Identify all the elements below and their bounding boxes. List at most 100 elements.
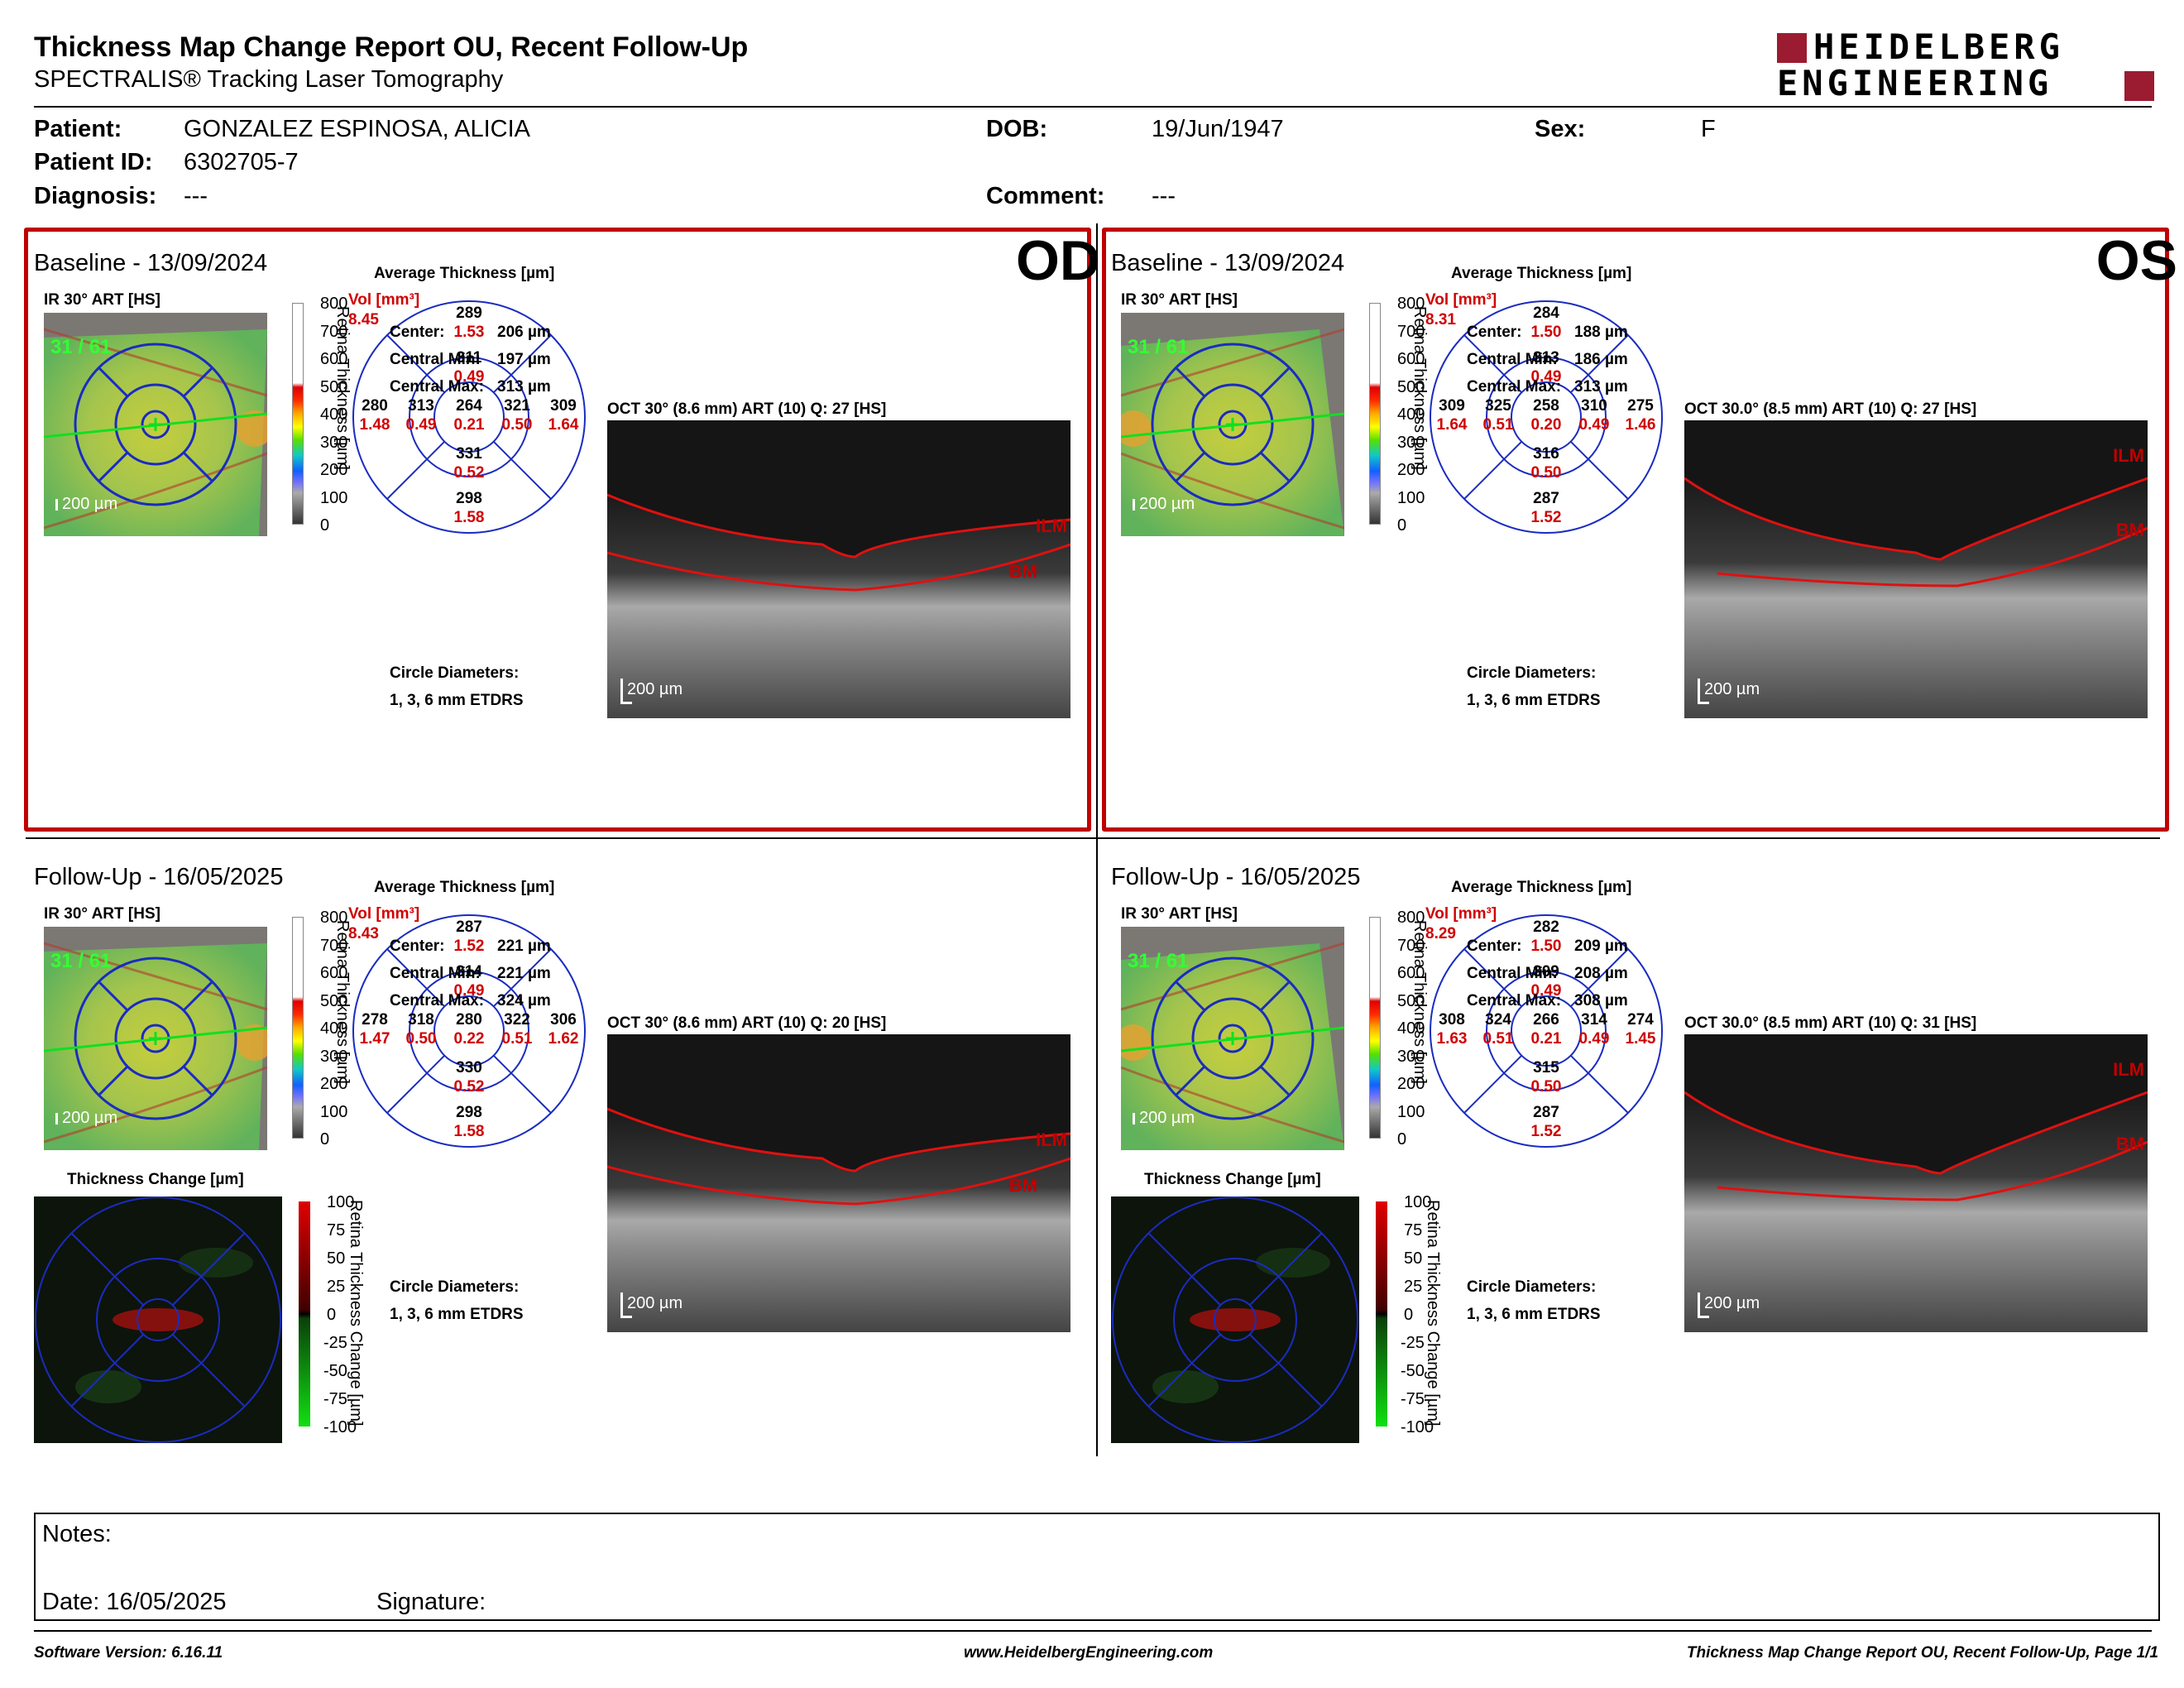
scale-axis-label: Retina Thickness [µm] — [1410, 306, 1429, 470]
oct-scale-bar — [620, 679, 623, 703]
etdrs-nasal-inner-thickness: 310 — [1581, 397, 1607, 415]
etdrs-grid — [1427, 298, 1665, 536]
etdrs-center-volume: 0.20 — [1530, 416, 1562, 434]
scale-tick-label: 700 — [1397, 936, 1425, 955]
stat-value: 197 µm — [497, 351, 551, 368]
change-tick-label: 100 — [327, 1193, 355, 1211]
os-baseline-frame — [1102, 228, 2169, 832]
thickness-color-scale: 800 700 600 500 400 300 200 100 0 Retina Thicknes… — [292, 295, 408, 535]
avg-thickness-label: Average Thickness [µm] — [1451, 879, 1632, 896]
etdrs-temporal-outer-volume: 1.48 — [359, 416, 390, 434]
patient-name: GONZALEZ ESPINOSA, ALICIA — [184, 116, 531, 142]
etdrs-center-thickness: 258 — [1533, 397, 1559, 415]
change-tick-label: -25 — [323, 1334, 347, 1352]
report-title: Thickness Map Change Report OU, Recent F… — [34, 31, 749, 63]
change-tick-label: 0 — [1404, 1306, 1414, 1324]
change-tick-label: 25 — [1404, 1278, 1423, 1296]
etdrs-superior-outer-volume: 1.53 — [453, 324, 485, 341]
etdrs-center-volume: 0.21 — [453, 416, 485, 434]
date-label: Date: 16/05/2025 — [42, 1589, 227, 1615]
etdrs-inferior-outer-thickness: 298 — [456, 490, 482, 507]
oct-scale-bar — [1698, 1292, 1700, 1317]
notes-label: Notes: — [42, 1521, 112, 1547]
oct-scale-bar — [1698, 679, 1700, 703]
etdrs-temporal-outer-volume: 1.47 — [359, 1030, 390, 1048]
oct-scale-bar-foot — [620, 1316, 632, 1318]
change-tick-label: 0 — [327, 1306, 337, 1324]
notes-box: Notes: Date: 16/05/2025 Signature: — [34, 1513, 2160, 1621]
etdrs-nasal-inner-thickness: 314 — [1581, 1011, 1607, 1029]
scale-bar-label: 200 µm — [1139, 495, 1195, 513]
change-color-bar — [299, 1201, 310, 1427]
stat-value: 313 µm — [497, 378, 551, 396]
color-bar — [292, 917, 304, 1139]
circle-diameters-label: Circle Diameters: — [1467, 1278, 1597, 1296]
od-baseline-frame — [24, 228, 1091, 832]
color-bar — [1369, 303, 1381, 525]
scale-tick-label: 0 — [1397, 1130, 1407, 1149]
etdrs-temporal-inner-volume: 0.49 — [405, 416, 437, 434]
circle-diameters-value: 1, 3, 6 mm ETDRS — [1467, 1306, 1601, 1323]
etdrs-superior-inner-volume: 0.49 — [453, 982, 485, 1000]
section-title: Baseline - 13/09/2024 — [1111, 250, 1345, 276]
vol-value: 8.45 — [348, 311, 379, 328]
heidelberg-logo: HEIDELBERG ENGINEERING — [1777, 28, 2158, 104]
dob-value: 19/Jun/1947 — [1152, 116, 1284, 142]
vol-label: Vol [mm³] — [348, 291, 420, 309]
change-color-bar — [1376, 1201, 1387, 1427]
scale-tick-label: 300 — [1397, 433, 1425, 452]
fundus-image: 31 / 61 200 µm — [1121, 927, 1344, 1150]
comment-label: Comment: — [986, 183, 1105, 209]
scale-tick-label: 200 — [320, 461, 348, 479]
bm-label: BM — [1008, 561, 1037, 582]
thickness-color-scale: 800 700 600 500 400 300 200 100 0 Retina Thicknes… — [1369, 295, 1485, 535]
scale-tick-label: 800 — [1397, 295, 1425, 313]
scale-axis-label: Retina Thickness [µm] — [333, 306, 352, 470]
avg-thickness-label: Average Thickness [µm] — [374, 879, 555, 896]
oct-label: OCT 30° (8.6 mm) ART (10) Q: 27 [HS] — [607, 400, 887, 418]
circle-diameters-label: Circle Diameters: — [390, 664, 520, 682]
oct-scale-label: 200 µm — [1704, 1294, 1760, 1312]
thickness-change-map — [1111, 1196, 1359, 1443]
scale-axis-label: Retina Thickness [µm] — [333, 920, 352, 1084]
stat-value: 186 µm — [1574, 351, 1628, 368]
od-followup-panel: Follow-Up - 16/05/2025 IR 30° ART [HS] 31… — [26, 846, 1117, 1462]
color-bar — [292, 303, 304, 525]
scale-tick-label: 400 — [1397, 1019, 1425, 1038]
stat-label: Center: — [1467, 324, 1522, 341]
scale-tick-label: 300 — [320, 433, 348, 452]
etdrs-superior-outer-volume: 1.52 — [453, 938, 485, 955]
etdrs-inferior-inner-volume: 0.50 — [1530, 464, 1562, 482]
patient-label: Patient: — [34, 116, 122, 142]
etdrs-temporal-inner-thickness: 313 — [408, 397, 434, 415]
vol-label: Vol [mm³] — [1425, 291, 1497, 309]
etdrs-nasal-inner-volume: 0.49 — [1578, 416, 1610, 434]
etdrs-nasal-inner-volume: 0.51 — [501, 1030, 533, 1048]
etdrs-temporal-inner-thickness: 324 — [1485, 1011, 1511, 1029]
etdrs-superior-inner-volume: 0.49 — [1530, 368, 1562, 386]
etdrs-nasal-inner-volume: 0.49 — [1578, 1030, 1610, 1048]
fundus-image: 31 / 61 200 µm — [44, 927, 267, 1150]
etdrs-nasal-inner-thickness: 321 — [504, 397, 530, 415]
oct-bscan-image: ILM BM 200 µm — [1684, 420, 2148, 718]
avg-thickness-label: Average Thickness [µm] — [374, 265, 555, 282]
scale-bar — [55, 499, 58, 511]
oct-scale-bar — [620, 1292, 623, 1317]
etdrs-temporal-outer-thickness: 309 — [1439, 397, 1465, 415]
ir-label: IR 30° ART [HS] — [1121, 905, 1238, 923]
logo-line2: ENGINEERING — [1777, 63, 2053, 103]
change-tick-label: 75 — [327, 1221, 346, 1240]
etdrs-superior-inner-volume: 0.49 — [453, 368, 485, 386]
etdrs-center-thickness: 264 — [456, 397, 482, 415]
thickness-change-label: Thickness Change [µm] — [1144, 1171, 1321, 1188]
oct-scale-bar-foot — [620, 702, 632, 704]
etdrs-temporal-outer-thickness: 280 — [362, 397, 388, 415]
ilm-label: ILM — [2113, 445, 2144, 466]
change-tick-label: -25 — [1401, 1334, 1425, 1352]
etdrs-grid — [350, 912, 588, 1150]
oct-bscan-image: ILM BM 200 µm — [607, 1034, 1070, 1332]
footer-website[interactable]: www.HeidelbergEngineering.com — [964, 1644, 1214, 1662]
stat-value: 209 µm — [1574, 938, 1628, 955]
etdrs-nasal-inner-volume: 0.50 — [501, 416, 533, 434]
color-bar — [1369, 917, 1381, 1139]
